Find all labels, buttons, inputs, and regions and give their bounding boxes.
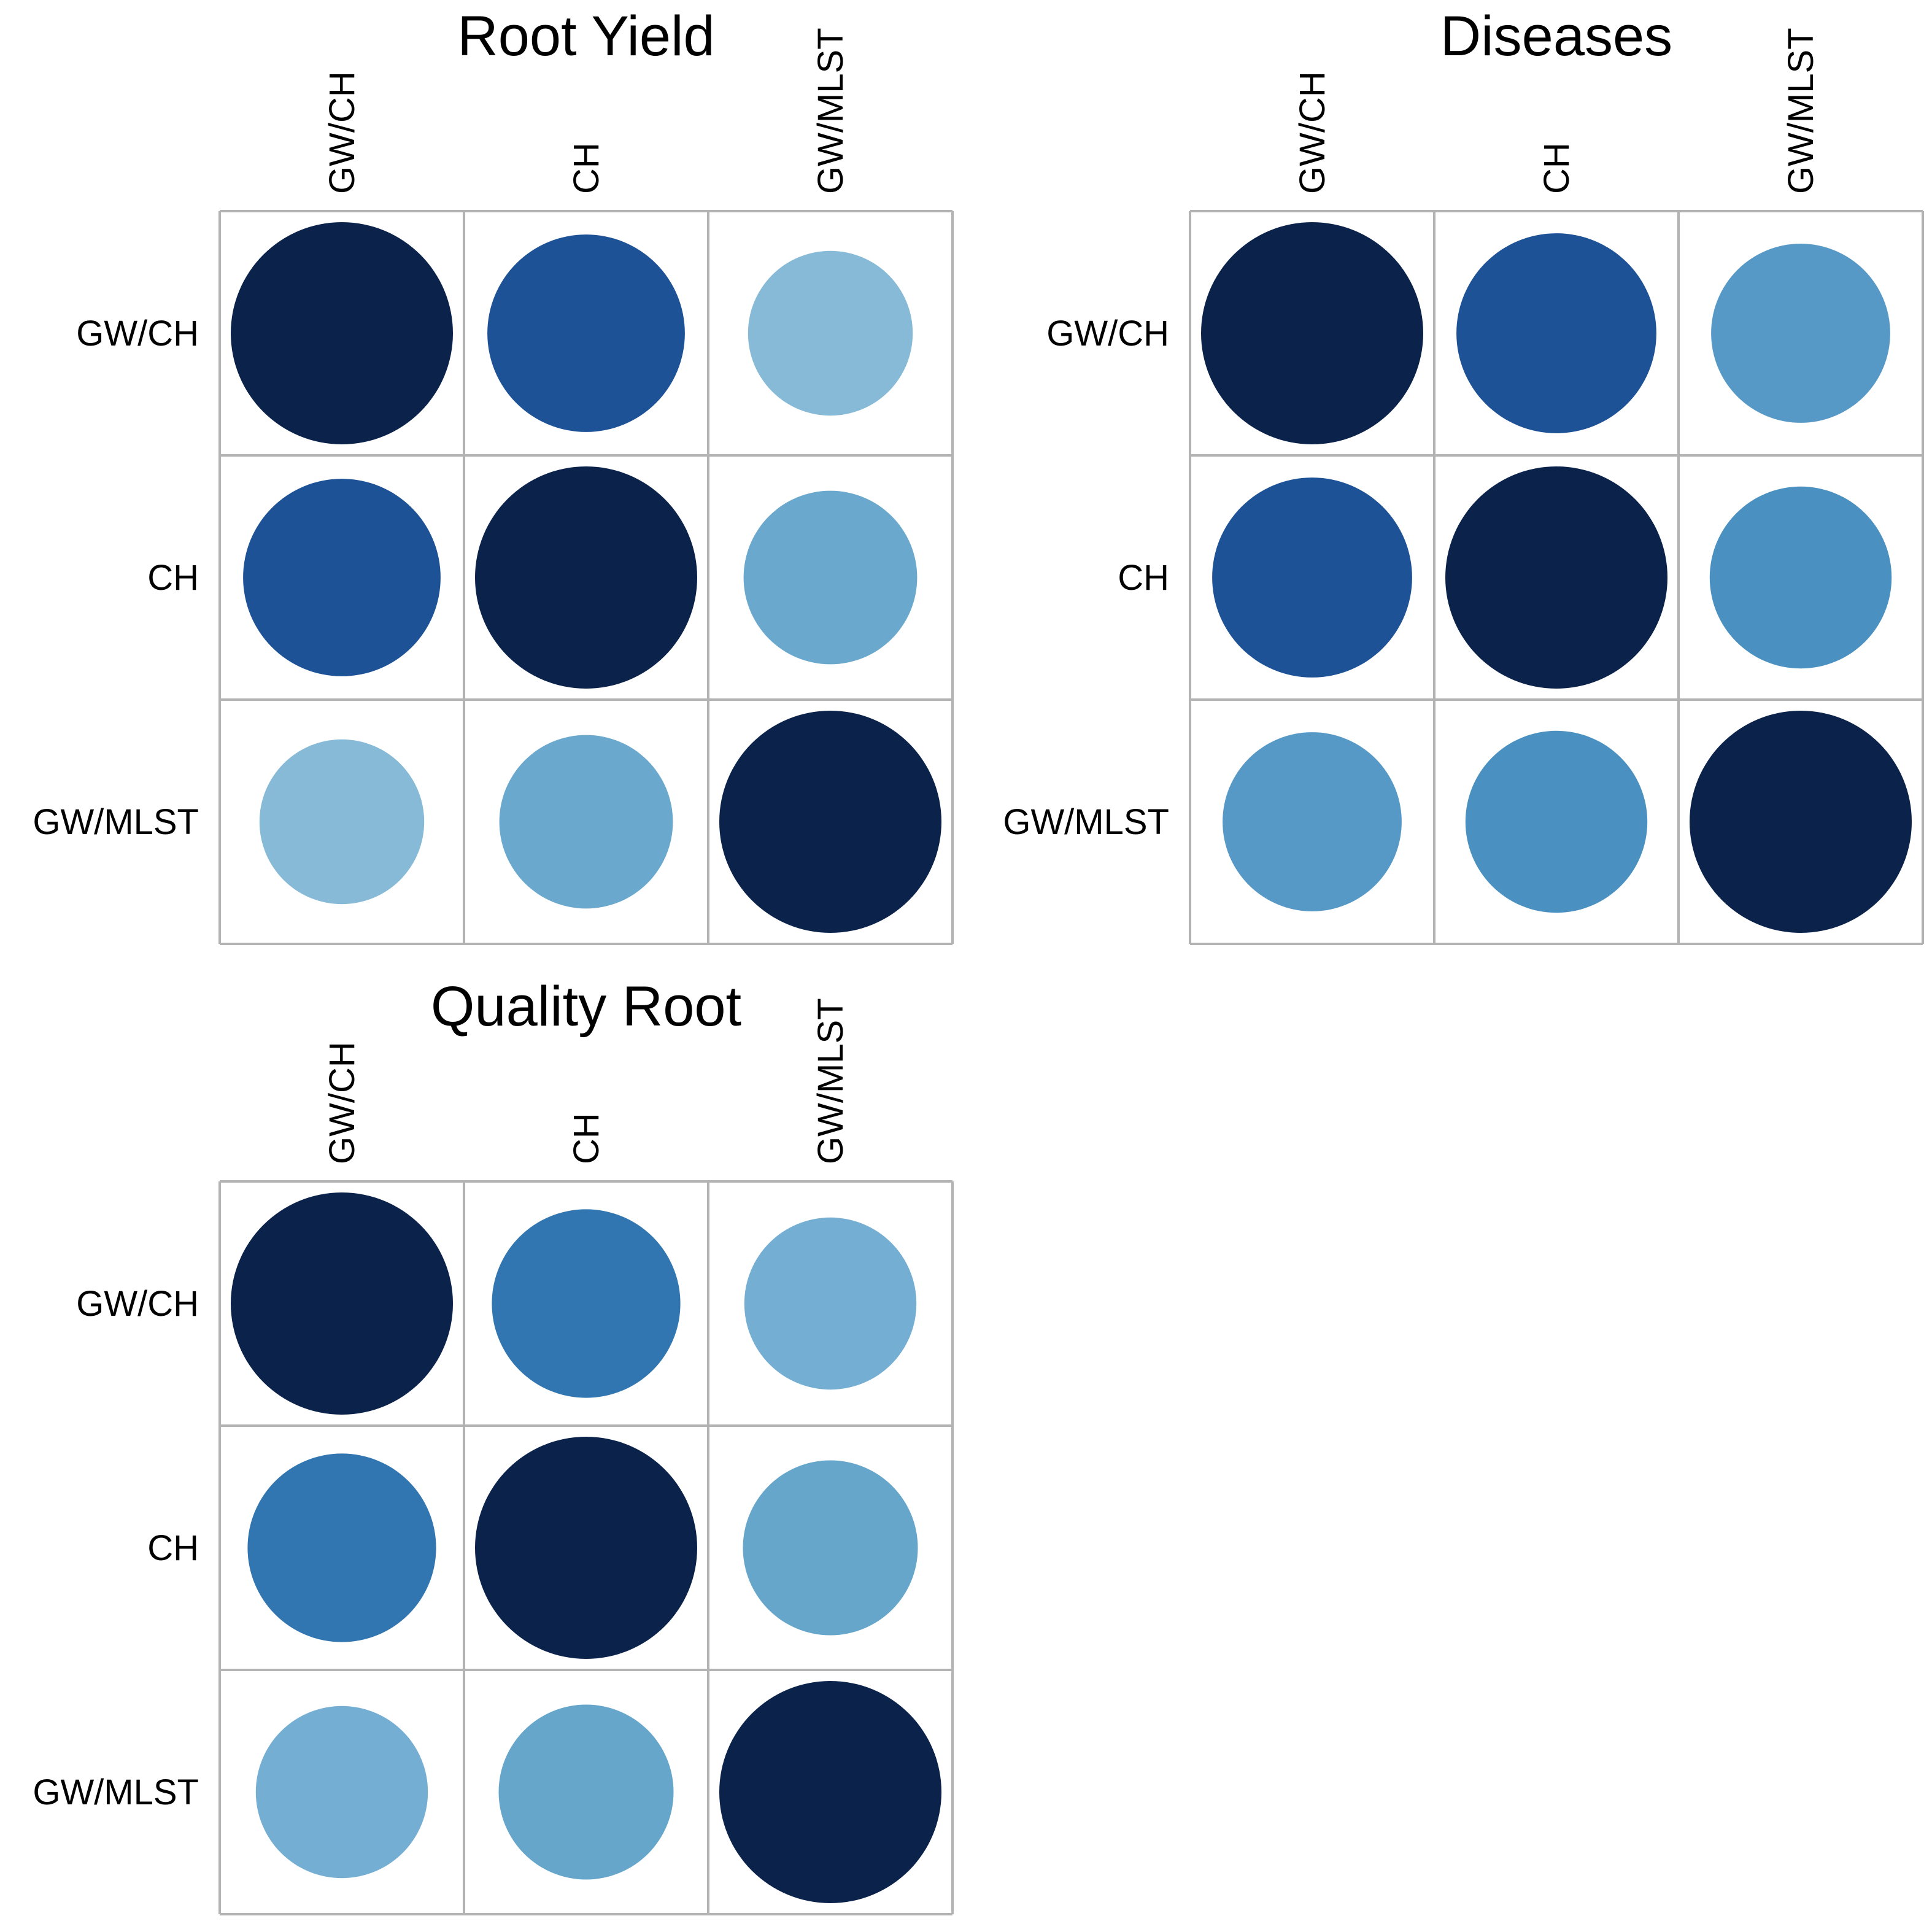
- correlation-circle: [748, 250, 913, 416]
- column-label: GW/CH: [322, 1041, 362, 1164]
- row-label: GW/CH: [1046, 314, 1169, 354]
- correlation-circle: [231, 1192, 453, 1415]
- correlation-circle: [744, 1217, 917, 1390]
- correlation-circle: [1711, 244, 1890, 423]
- correlation-circle: [475, 1437, 697, 1659]
- correlation-circle: [255, 1706, 428, 1879]
- column-label: GW/CH: [1293, 71, 1332, 194]
- correlation-circle: [719, 1681, 941, 1903]
- column-label: CH: [1537, 142, 1577, 194]
- row-label: CH: [147, 1528, 199, 1568]
- correlation-circle: [231, 222, 453, 444]
- row-label: CH: [1118, 558, 1169, 598]
- column-label: GW/MLST: [811, 28, 851, 194]
- correlation-circle: [1690, 711, 1912, 933]
- row-label: GW/CH: [76, 1284, 199, 1324]
- correlation-panel: Diseases GW/CH CH GW/MLST GW/CH CH GW/MLST: [1003, 5, 1924, 945]
- correlation-circle: [1709, 486, 1892, 669]
- correlation-circle: [499, 735, 673, 909]
- panel-title: Root Yield: [457, 5, 714, 68]
- row-label: GW/MLST: [33, 802, 199, 842]
- panel-title: Diseases: [1440, 5, 1672, 68]
- panel-title: Quality Root: [431, 975, 741, 1038]
- row-label: GW/MLST: [1003, 802, 1169, 842]
- correlation-circle: [1465, 730, 1648, 913]
- correlation-circle: [743, 1460, 918, 1636]
- correlation-circle: [1223, 732, 1402, 911]
- row-label: GW/CH: [76, 314, 199, 354]
- column-label: CH: [566, 1113, 606, 1164]
- correlation-circle: [1201, 222, 1423, 444]
- correlation-circle: [247, 1453, 436, 1642]
- row-label: CH: [147, 558, 199, 598]
- correlation-circle: [487, 234, 685, 432]
- correlation-panel: Root Yield GW/CH CH GW/MLST GW/CH CH GW/MLST: [33, 5, 954, 945]
- correlation-circle: [1456, 233, 1656, 433]
- correlation-circle: [259, 739, 425, 905]
- correlation-circle: [492, 1209, 681, 1398]
- column-label: GW/MLST: [811, 998, 851, 1164]
- correlation-circle: [243, 479, 441, 676]
- row-label: GW/MLST: [33, 1772, 199, 1812]
- column-label: GW/MLST: [1781, 28, 1821, 194]
- correlation-circle: [1212, 477, 1412, 678]
- correlation-circle: [743, 490, 918, 665]
- correlation-panel: Quality Root GW/CH CH GW/MLST GW/CH CH GW/MLST: [33, 975, 954, 1915]
- correlation-circle: [719, 711, 941, 933]
- column-label: GW/CH: [322, 71, 362, 194]
- correlation-circle: [498, 1704, 674, 1880]
- correlation-circle: [475, 466, 697, 689]
- correlation-circle: [1445, 466, 1667, 689]
- column-label: CH: [566, 142, 606, 194]
